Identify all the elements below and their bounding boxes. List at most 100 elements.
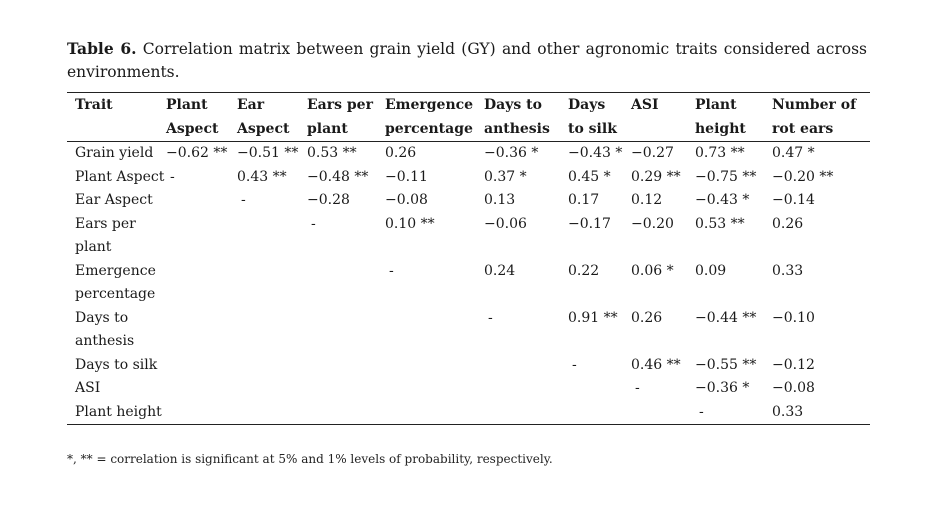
correlation-cell [237, 307, 307, 354]
trait-label: Plant height [75, 403, 162, 420]
table-label: Table 6. [67, 39, 137, 58]
correlation-cell: - [311, 215, 316, 232]
correlation-cell [385, 401, 484, 425]
correlation-cell [307, 260, 385, 307]
correlation-cell: −0.08 [772, 380, 815, 396]
correlation-cell: 0.53 ** [695, 215, 745, 232]
trait-label: Grain yield [75, 145, 154, 161]
trait-label: Plant Aspect [75, 168, 165, 185]
correlation-cell: - [241, 192, 246, 208]
table-row: Ear Aspect - −0.28 −0.08 0.13 0.17 0.12 −0.43 *… [67, 189, 870, 213]
column-header-line: Plant [695, 97, 737, 113]
correlation-cell: −0.43 * [568, 145, 623, 161]
correlation-cell: 0.06 * [631, 262, 674, 279]
column-header: Plant height [695, 93, 772, 142]
correlation-cell [166, 401, 237, 425]
correlation-cell: 0.09 [695, 262, 727, 279]
correlation-cell: −0.11 [385, 168, 428, 185]
correlation-cell: 0.33 [772, 262, 804, 279]
table-row: ASI - −0.36 * −0.08 [67, 377, 870, 401]
correlation-cell [568, 377, 631, 401]
correlation-cell [484, 377, 568, 401]
trait-label: Ear Aspect [75, 192, 153, 208]
column-header-line: to silk [568, 120, 617, 137]
correlation-cell [237, 354, 307, 378]
correlation-cell: 0.91 ** [568, 309, 618, 326]
table-caption: Table 6. Correlation matrix between grai… [67, 37, 867, 84]
correlation-cell: −0.75 ** [695, 168, 757, 185]
correlation-cell: −0.48 ** [307, 168, 369, 185]
column-header-line: ASI [631, 97, 659, 113]
correlation-cell: 0.10 ** [385, 215, 435, 232]
correlation-cell: −0.17 [568, 215, 611, 232]
column-header-line: height [695, 120, 746, 137]
table-row: Days to anthesis - 0.91 ** 0.26 −0.44 ** −0.1… [67, 307, 870, 354]
column-header-line: anthesis [484, 120, 550, 137]
column-header: Number of rot ears [772, 93, 870, 142]
correlation-cell: - [389, 262, 394, 279]
correlation-cell [385, 354, 484, 378]
correlation-cell: −0.62 ** [166, 145, 228, 161]
correlation-cell: −0.51 ** [237, 145, 299, 161]
correlation-cell [484, 354, 568, 378]
correlation-cell [307, 307, 385, 354]
table-row: Days to silk - 0.46 ** −0.55 ** −0.12 [67, 354, 870, 378]
column-header-line: Aspect [166, 120, 219, 137]
correlation-cell [237, 213, 307, 260]
correlation-cell: - [699, 403, 704, 420]
correlation-cell: 0.12 [631, 192, 663, 208]
correlation-cell: 0.47 * [772, 145, 815, 161]
correlation-cell: 0.43 ** [237, 168, 287, 185]
column-header-line: plant [307, 120, 348, 137]
correlation-matrix-table: Trait Plant Aspect Ear Aspect Ears per plant Em… [67, 92, 870, 425]
trait-label: Days to silk [75, 356, 158, 373]
column-header: Ear Aspect [237, 93, 307, 142]
column-header: Emergence percentage [385, 93, 484, 142]
correlation-cell: 0.17 [568, 192, 600, 208]
table-row: Plant Aspect - 0.43 ** −0.48 ** −0.11 0.37 * 0… [67, 166, 870, 190]
correlation-cell [237, 377, 307, 401]
correlation-cell: −0.20 [631, 215, 674, 232]
correlation-cell: 0.45 * [568, 168, 611, 185]
column-header-line: Days to [484, 97, 542, 113]
correlation-cell: −0.36 * [695, 380, 750, 396]
column-header: Plant Aspect [166, 93, 237, 142]
correlation-cell: 0.26 [772, 215, 804, 232]
table-body: Grain yield −0.62 ** −0.51 ** 0.53 ** 0.26 −0… [67, 142, 870, 425]
correlation-cell [385, 307, 484, 354]
correlation-cell: −0.06 [484, 215, 527, 232]
correlation-cell [568, 401, 631, 425]
correlation-cell: - [488, 309, 493, 326]
table-row: Plant height - 0.33 [67, 401, 870, 425]
table-caption-text: Correlation matrix between grain yield (… [67, 40, 867, 81]
correlation-cell [166, 213, 237, 260]
column-header-line: Days [568, 97, 606, 113]
trait-label: Ears per plant [75, 215, 136, 256]
column-header-line: Trait [75, 97, 113, 113]
correlation-cell: 0.53 ** [307, 145, 357, 161]
correlation-cell: −0.20 ** [772, 168, 834, 185]
correlation-cell: - [170, 168, 175, 185]
correlation-cell: 0.46 ** [631, 356, 681, 373]
column-header-line: Ear [237, 97, 265, 113]
correlation-cell: 0.37 * [484, 168, 527, 185]
correlation-cell [484, 401, 568, 425]
correlation-cell [385, 377, 484, 401]
column-header-line: rot ears [772, 120, 834, 137]
column-header-line: Aspect [237, 120, 290, 137]
correlation-cell [631, 401, 695, 425]
correlation-cell [307, 377, 385, 401]
correlation-cell: 0.26 [631, 309, 663, 326]
correlation-cell [166, 260, 237, 307]
table-row: Emergence percentage - 0.24 0.22 0.06 * 0.09 0… [67, 260, 870, 307]
correlation-cell: 0.29 ** [631, 168, 681, 185]
trait-label: Emergence percentage [75, 262, 156, 303]
table-row: Ears per plant - 0.10 ** −0.06 −0.17 −0.20 0.5… [67, 213, 870, 260]
correlation-cell: - [635, 380, 640, 396]
correlation-cell: 0.73 ** [695, 145, 745, 161]
correlation-cell: 0.33 [772, 403, 804, 420]
correlation-cell [166, 307, 237, 354]
table-footnote: *, ** = correlation is significant at 5%… [67, 452, 553, 466]
correlation-cell [237, 401, 307, 425]
column-header-line: Emergence [385, 97, 474, 113]
